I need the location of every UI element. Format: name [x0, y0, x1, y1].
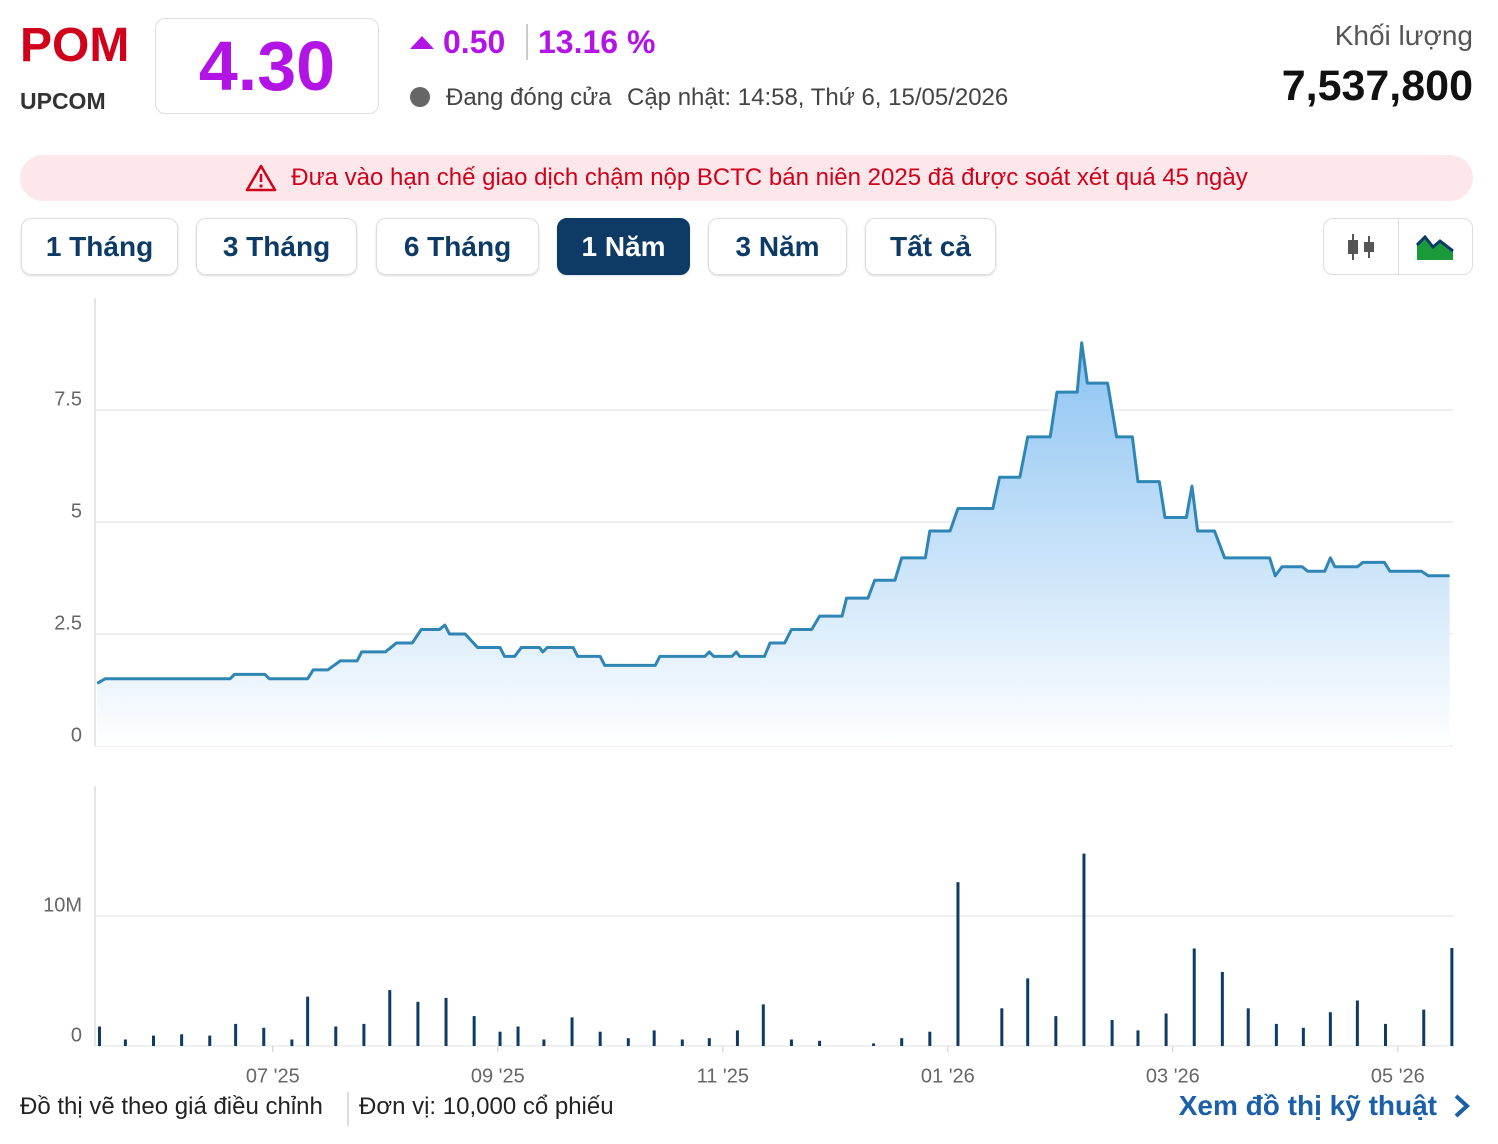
volume-bar [152, 1035, 156, 1046]
price-line [96, 341, 1450, 685]
x-tick-label: 03 '26 [1146, 1065, 1200, 1087]
range-tab[interactable]: 6 Tháng [376, 218, 539, 275]
volume-bar [472, 1016, 476, 1046]
volume-bar [416, 1001, 420, 1046]
volume-bar [498, 1031, 502, 1046]
separator [526, 24, 528, 60]
candle-icon [1347, 233, 1374, 260]
volume-bar [1192, 948, 1196, 1046]
volume-bar [234, 1023, 238, 1046]
updated: Cập nhật: 14:58, Thứ 6, 15/05/2026 [627, 84, 1009, 111]
volume-bar [652, 1030, 656, 1046]
range-tab[interactable]: 3 Tháng [196, 218, 357, 275]
volume-bar [1136, 1030, 1140, 1046]
area-icon [1416, 234, 1455, 260]
volume: 7,537,800 [1281, 62, 1473, 110]
price: 4.30 [155, 18, 379, 114]
chevron [1454, 1094, 1470, 1118]
x-tick-label: 09 '25 [471, 1065, 525, 1087]
technical-link[interactable]: Xem đồ thị kỹ thuật [1179, 1090, 1473, 1122]
volume-bar [1164, 1013, 1168, 1046]
volume-bar [900, 1038, 904, 1046]
volume-bar [1246, 1008, 1250, 1046]
warning-icon [246, 164, 277, 192]
up-arrow [410, 36, 434, 49]
separator [347, 1092, 349, 1126]
volume-bar [542, 1039, 546, 1046]
volume-bar [872, 1043, 876, 1046]
volume-bar [1000, 1008, 1004, 1046]
change-pct: 13.16 % [538, 24, 656, 60]
volume-bar [1450, 948, 1454, 1046]
symbol: POM [20, 19, 130, 72]
volume-bar [1383, 1023, 1387, 1046]
volume-bar [290, 1039, 294, 1046]
link-text[interactable]: Xem đồ thị kỹ thuật [1178, 1090, 1437, 1121]
volume-bar [1328, 1012, 1332, 1046]
volume-bar [1054, 1016, 1058, 1046]
volume-bar [789, 1039, 793, 1046]
range-tab[interactable]: 3 Năm [708, 218, 847, 275]
status-dot [410, 87, 430, 107]
volume-bar [928, 1031, 932, 1046]
volume-bar [1301, 1027, 1305, 1046]
x-tick-label: 11 '25 [697, 1065, 749, 1087]
volume-bar [1274, 1023, 1278, 1046]
volume-bar [388, 990, 392, 1046]
volume-bar [956, 882, 960, 1046]
area-button[interactable] [1399, 219, 1473, 274]
y-tick-label: 10M [43, 894, 82, 916]
y-tick-label: 7.5 [54, 388, 82, 410]
volume-bar [362, 1023, 366, 1046]
volume-bar [1110, 1020, 1114, 1046]
range-tab[interactable]: 1 Tháng [21, 218, 178, 275]
volume-bar [1355, 1000, 1359, 1046]
warning-bar: Đưa vào hạn chế giao dịch chậm nộp BCTC … [20, 155, 1473, 201]
volume-bar [262, 1027, 266, 1046]
volume-bar [735, 1030, 739, 1046]
exchange: UPCOM [20, 88, 106, 114]
y-tick-label: 0 [71, 1024, 82, 1046]
volume-bar [334, 1026, 338, 1046]
price-area [97, 342, 1450, 746]
y-tick-label: 0 [71, 724, 82, 746]
volume-bar [570, 1017, 574, 1046]
volume-bar [444, 997, 448, 1046]
volume-bar [208, 1035, 212, 1046]
footer-note: Đồ thị vẽ theo giá điều chỉnh [20, 1093, 323, 1120]
x-tick-label: 01 '26 [921, 1065, 975, 1087]
volume-label: Khối lượng [1334, 20, 1473, 51]
volume-bar [680, 1039, 684, 1046]
volume-bar [516, 1026, 520, 1046]
volume-bar [818, 1040, 822, 1046]
warning-text: Đưa vào hạn chế giao dịch chậm nộp BCTC … [291, 164, 1248, 191]
volume-bar [98, 1026, 102, 1046]
volume-bar [1422, 1009, 1426, 1046]
volume-bar [626, 1038, 630, 1046]
range-tab[interactable]: Tất cả [865, 218, 996, 275]
volume-bar [306, 996, 310, 1046]
volume-bar [598, 1031, 602, 1046]
x-tick-label: 05 '26 [1371, 1065, 1425, 1087]
y-tick-label: 5 [71, 500, 82, 522]
y-tick-label: 2.5 [54, 612, 82, 634]
footer-unit: Đơn vị: 10,000 cổ phiếu [359, 1093, 614, 1120]
status: Đang đóng cửa [446, 84, 612, 111]
volume-bar [1026, 978, 1030, 1046]
volume-bar [180, 1034, 184, 1046]
volume-bar [123, 1039, 127, 1046]
volume-bar [761, 1004, 765, 1046]
x-tick-label: 07 '25 [246, 1065, 300, 1087]
volume-bar [707, 1038, 711, 1046]
change: 0.50 [443, 24, 506, 60]
volume-bar [1082, 853, 1086, 1046]
chart-type-toggle[interactable] [1323, 218, 1473, 275]
candle-button[interactable] [1324, 219, 1399, 274]
range-tab[interactable]: 1 Năm [557, 218, 690, 275]
volume-bar [1220, 971, 1224, 1046]
